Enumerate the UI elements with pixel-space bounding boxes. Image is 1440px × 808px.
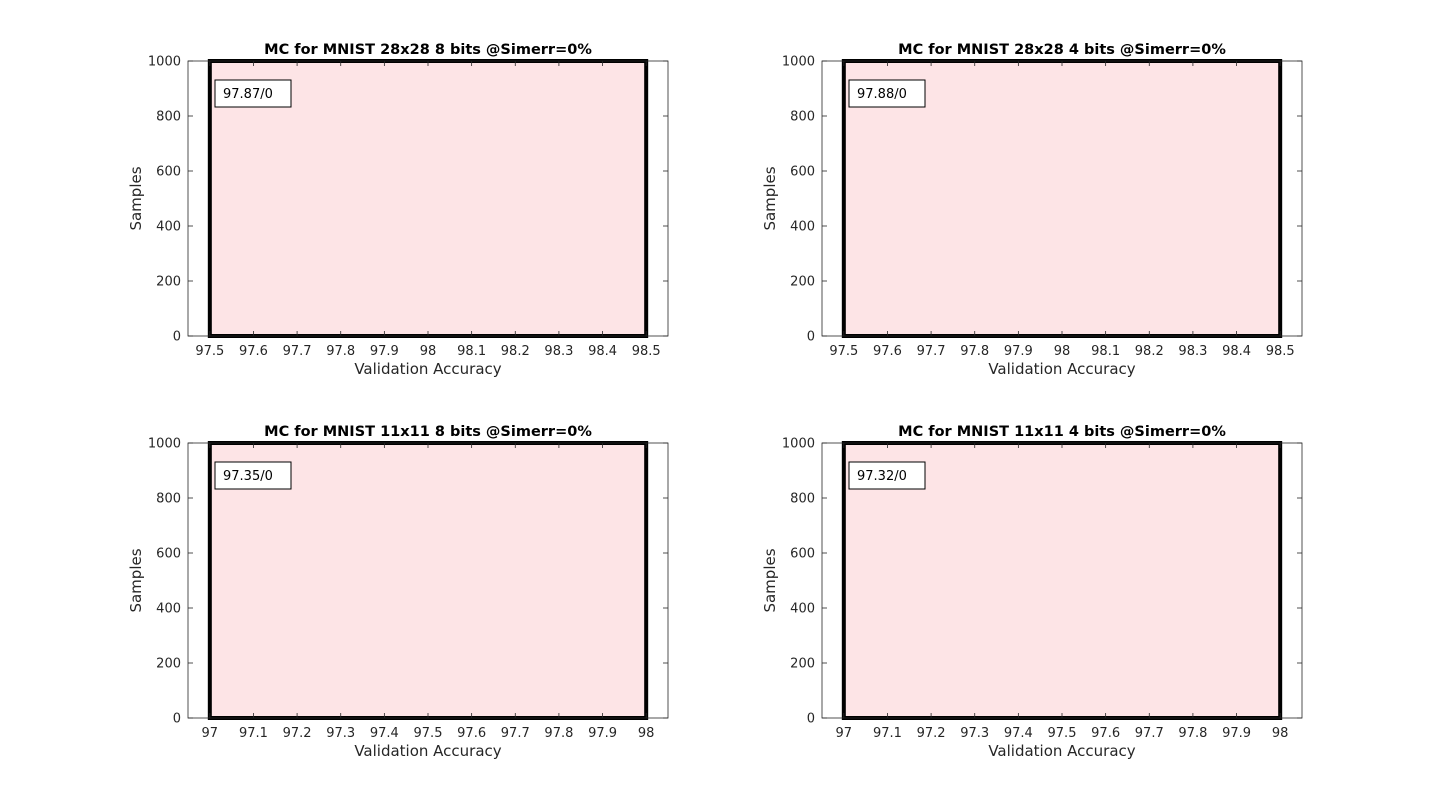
y-tick-label: 400 [156,602,181,617]
annotation-box [214,461,292,490]
x-tick-label: 98.1 [457,344,486,359]
annotation-text: 97.32/0 [857,469,907,484]
x-tick-label: 98 [1054,344,1071,359]
x-tick-label: 97.6 [457,726,486,741]
annotation: 97.35/0 [214,461,292,490]
y-tick-label: 800 [790,110,815,125]
chart-panel-1: 97.5 97.6 97.7 97.8 97.9 98 98.1 98.2 98.3 98.4 98… [127,42,669,378]
y-axis-label: Samples [127,548,145,612]
annotation-text: 97.35/0 [223,469,273,484]
annotation-text: 97.87/0 [223,87,273,102]
annotation-text: 97.88/0 [857,87,907,102]
x-tick-label: 97.5 [414,726,443,741]
y-tick-label: 0 [807,330,815,345]
y-axis-label: Samples [761,166,779,230]
x-tick-label: 97 [836,726,853,741]
x-tick-label: 97.8 [1178,726,1207,741]
x-tick-label: 97.9 [1004,344,1033,359]
y-tick-label: 600 [156,165,181,180]
x-tick-label: 97.6 [1091,726,1120,741]
x-tick-label: 97.6 [873,344,902,359]
y-tick-label: 800 [790,492,815,507]
x-tick-label: 98 [638,726,655,741]
annotation: 97.88/0 [848,79,926,108]
y-tick-label: 800 [156,110,181,125]
annotation: 97.87/0 [214,79,292,108]
y-tick-label: 1000 [148,55,181,70]
y-tick-label: 600 [790,547,815,562]
y-tick-label: 400 [790,220,815,235]
x-tick-label: 97.2 [283,726,312,741]
y-tick-label: 1000 [148,437,181,452]
x-tick-label: 97.8 [326,344,355,359]
x-tick-label: 98.5 [1266,344,1295,359]
x-tick-label: 98.2 [501,344,530,359]
y-tick-label: 600 [156,547,181,562]
x-tick-label: 98.3 [1178,344,1207,359]
x-axis-label: Validation Accuracy [988,360,1135,378]
x-tick-label: 97.7 [501,726,530,741]
y-tick-label: 0 [807,712,815,727]
chart-panel-2: 97.5 97.6 97.7 97.8 97.9 98 98.1 98.2 98.3 98.4 98… [761,42,1303,378]
x-tick-label: 98.1 [1091,344,1120,359]
chart-title: MC for MNIST 11x11 4 bits @Simerr=0% [898,424,1226,440]
chart-title: MC for MNIST 28x28 4 bits @Simerr=0% [898,42,1226,58]
y-tick-label: 400 [156,220,181,235]
x-tick-label: 97.5 [1048,726,1077,741]
x-tick-label: 97.5 [829,344,858,359]
x-tick-label: 97.9 [370,344,399,359]
x-tick-label: 97.3 [960,726,989,741]
annotation: 97.32/0 [848,461,926,490]
y-tick-label: 200 [156,657,181,672]
y-tick-label: 1000 [782,437,815,452]
x-tick-label: 98 [1272,726,1289,741]
x-tick-label: 98 [420,344,437,359]
x-tick-label: 97.1 [873,726,902,741]
x-tick-label: 97.9 [1222,726,1251,741]
chart-panel-3: 97 97.1 97.2 97.3 97.4 97.5 97.6 97.7 97.8 97.9 98… [127,424,669,760]
x-tick-label: 98.4 [588,344,617,359]
x-axis-label: Validation Accuracy [354,360,501,378]
x-tick-label: 97.2 [917,726,946,741]
annotation-box [848,79,926,108]
y-tick-label: 1000 [782,55,815,70]
x-tick-label: 97.5 [195,344,224,359]
x-tick-label: 97.8 [960,344,989,359]
x-tick-label: 98.5 [632,344,661,359]
chart-title: MC for MNIST 11x11 8 bits @Simerr=0% [264,424,592,440]
y-tick-label: 0 [173,330,181,345]
chart-panel-4: 97 97.1 97.2 97.3 97.4 97.5 97.6 97.7 97.8 97.9 98… [761,424,1303,760]
y-axis-label: Samples [761,548,779,612]
y-axis-label: Samples [127,166,145,230]
y-tick-label: 0 [173,712,181,727]
x-tick-label: 98.2 [1135,344,1164,359]
x-tick-label: 97.4 [1004,726,1033,741]
x-tick-label: 97.7 [283,344,312,359]
x-axis-label: Validation Accuracy [988,742,1135,760]
y-tick-label: 200 [156,275,181,290]
annotation-box [848,461,926,490]
x-axis-label: Validation Accuracy [354,742,501,760]
y-tick-label: 200 [790,657,815,672]
x-tick-label: 97.3 [326,726,355,741]
x-tick-label: 97.6 [239,344,268,359]
y-tick-label: 200 [790,275,815,290]
x-tick-label: 97.1 [239,726,268,741]
x-tick-label: 98.4 [1222,344,1251,359]
y-tick-label: 400 [790,602,815,617]
x-tick-label: 98.3 [544,344,573,359]
x-tick-label: 97.4 [370,726,399,741]
x-tick-label: 97 [202,726,219,741]
x-tick-label: 97.9 [588,726,617,741]
x-tick-label: 97.7 [1135,726,1164,741]
annotation-box [214,79,292,108]
chart-title: MC for MNIST 28x28 8 bits @Simerr=0% [264,42,592,58]
x-tick-label: 97.8 [544,726,573,741]
y-tick-label: 800 [156,492,181,507]
y-tick-label: 600 [790,165,815,180]
x-tick-label: 97.7 [917,344,946,359]
